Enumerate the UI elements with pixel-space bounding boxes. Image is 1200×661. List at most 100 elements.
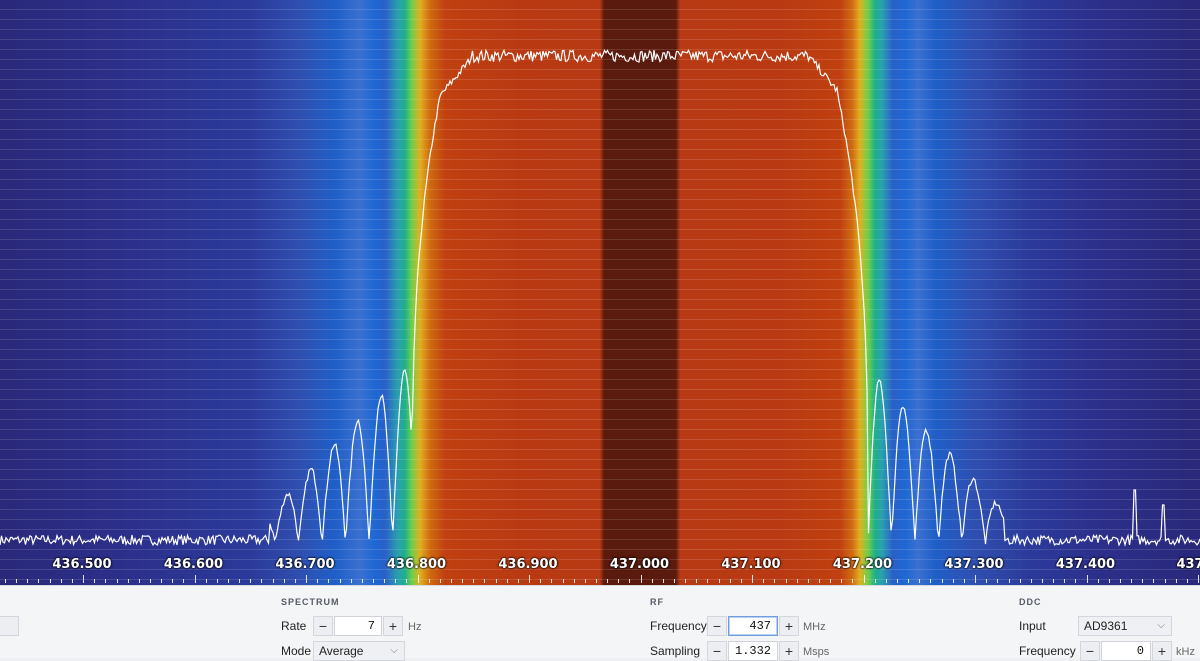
axis-tick <box>573 579 575 583</box>
axis-tick <box>495 579 497 583</box>
axis-tick <box>584 579 586 583</box>
axis-tick <box>807 579 809 583</box>
axis-tick <box>986 579 988 583</box>
rf-frequency-label: Frequency <box>650 619 707 633</box>
axis-tick <box>83 575 85 583</box>
axis-tick <box>172 579 174 583</box>
axis-tick <box>183 579 185 583</box>
axis-tick <box>16 579 18 583</box>
spectrum-waterfall[interactable]: 436.500 436.600 436.700 436.800 436.900 437.0… <box>0 0 1200 585</box>
axis-tick <box>796 579 798 583</box>
axis-tick <box>395 579 397 583</box>
rf-sampling-decrement-button[interactable]: − <box>707 641 727 661</box>
spectrum-trace-line <box>0 48 1200 548</box>
axis-tick <box>484 579 486 583</box>
axis-tick <box>1053 579 1055 583</box>
axis-tick <box>138 579 140 583</box>
axis-label: 436.500 <box>52 557 112 572</box>
axis-tick <box>194 575 196 583</box>
axis-tick <box>551 579 553 583</box>
ddc-frequency-increment-button[interactable]: + <box>1152 641 1172 661</box>
axis-tick <box>384 579 386 583</box>
axis-tick <box>740 579 742 583</box>
axis-tick <box>60 579 62 583</box>
axis-tick <box>462 579 464 583</box>
waterfall-lines <box>0 0 1200 585</box>
ddc-frequency-decrement-button[interactable]: − <box>1080 641 1100 661</box>
rf-sampling-input[interactable]: 1.332 <box>728 641 778 661</box>
axis-tick <box>607 579 609 583</box>
axis-tick <box>707 579 709 583</box>
axis-label: 436.900 <box>498 557 558 572</box>
chevron-down-icon: ⌵ <box>1157 620 1165 631</box>
axis-tick <box>629 579 631 583</box>
axis-tick <box>1120 579 1121 583</box>
axis-tick <box>272 579 274 583</box>
axis-tick <box>540 579 542 583</box>
axis-label: 437.300 <box>944 557 1004 572</box>
axis-tick <box>372 579 374 583</box>
axis-tick <box>685 579 687 583</box>
axis-tick <box>1186 579 1188 583</box>
ddc-input-select[interactable]: AD9361 ⌵ <box>1078 616 1172 636</box>
axis-tick <box>1008 579 1010 583</box>
left-panel-stub[interactable] <box>0 616 19 636</box>
axis-tick <box>1142 579 1144 583</box>
axis-tick <box>885 579 887 583</box>
rf-frequency-decrement-button[interactable]: − <box>707 616 727 636</box>
axis-tick <box>1198 575 1200 583</box>
rf-frequency-input[interactable]: 437 <box>728 616 778 636</box>
rate-increment-button[interactable]: + <box>383 616 403 636</box>
axis-tick <box>506 579 508 583</box>
mode-select-value: Average <box>319 644 364 658</box>
axis-tick <box>451 579 452 583</box>
rate-label: Rate <box>281 619 307 633</box>
axis-tick <box>562 579 564 583</box>
ddc-frequency-input[interactable]: 0 <box>1101 641 1151 661</box>
control-panel: SPECTRUM Rate − 7 + Hz Mode Average ⌵ RF… <box>0 585 1200 661</box>
spectrum-trace <box>0 48 1200 548</box>
axis-tick <box>774 579 776 583</box>
axis-tick <box>439 579 441 583</box>
axis-tick <box>1041 579 1043 583</box>
axis-tick <box>662 579 664 583</box>
axis-tick <box>161 579 163 583</box>
axis-tick <box>127 579 129 583</box>
axis-tick <box>1131 579 1133 583</box>
axis-tick <box>529 575 531 583</box>
axis-tick <box>785 579 787 583</box>
axis-tick <box>105 579 107 583</box>
axis-tick <box>1108 579 1110 583</box>
axis-tick <box>1097 579 1099 583</box>
ddc-frequency-label: Frequency <box>1019 644 1076 658</box>
axis-tick <box>517 579 519 583</box>
axis-tick <box>428 579 430 583</box>
axis-tick <box>250 579 252 583</box>
mode-select[interactable]: Average ⌵ <box>313 641 405 661</box>
mode-label: Mode <box>281 644 312 658</box>
axis-label: 437.200 <box>832 557 893 572</box>
axis-tick <box>718 579 720 583</box>
axis-tick <box>1175 579 1177 583</box>
axis-label: 437.400 <box>1055 557 1116 572</box>
axis-tick <box>919 579 921 583</box>
axis-tick <box>952 579 954 583</box>
rate-input[interactable]: 7 <box>334 616 382 636</box>
axis-label: 436.800 <box>386 557 447 572</box>
axis-tick <box>328 579 330 583</box>
rf-frequency-increment-button[interactable]: + <box>779 616 799 636</box>
axis-label: 437.100 <box>721 557 781 572</box>
axis-tick <box>963 579 965 583</box>
axis-tick <box>149 579 151 583</box>
axis-tick <box>651 579 653 583</box>
axis-tick <box>283 579 285 583</box>
rate-decrement-button[interactable]: − <box>313 616 333 636</box>
axis-tick <box>841 579 843 583</box>
rf-sampling-increment-button[interactable]: + <box>779 641 799 661</box>
axis-tick <box>1153 579 1155 583</box>
axis-label: 437.5 <box>1176 557 1200 572</box>
axis-tick <box>640 575 642 583</box>
axis-tick <box>216 579 218 583</box>
axis-tick <box>239 579 241 583</box>
axis-tick <box>763 579 765 583</box>
